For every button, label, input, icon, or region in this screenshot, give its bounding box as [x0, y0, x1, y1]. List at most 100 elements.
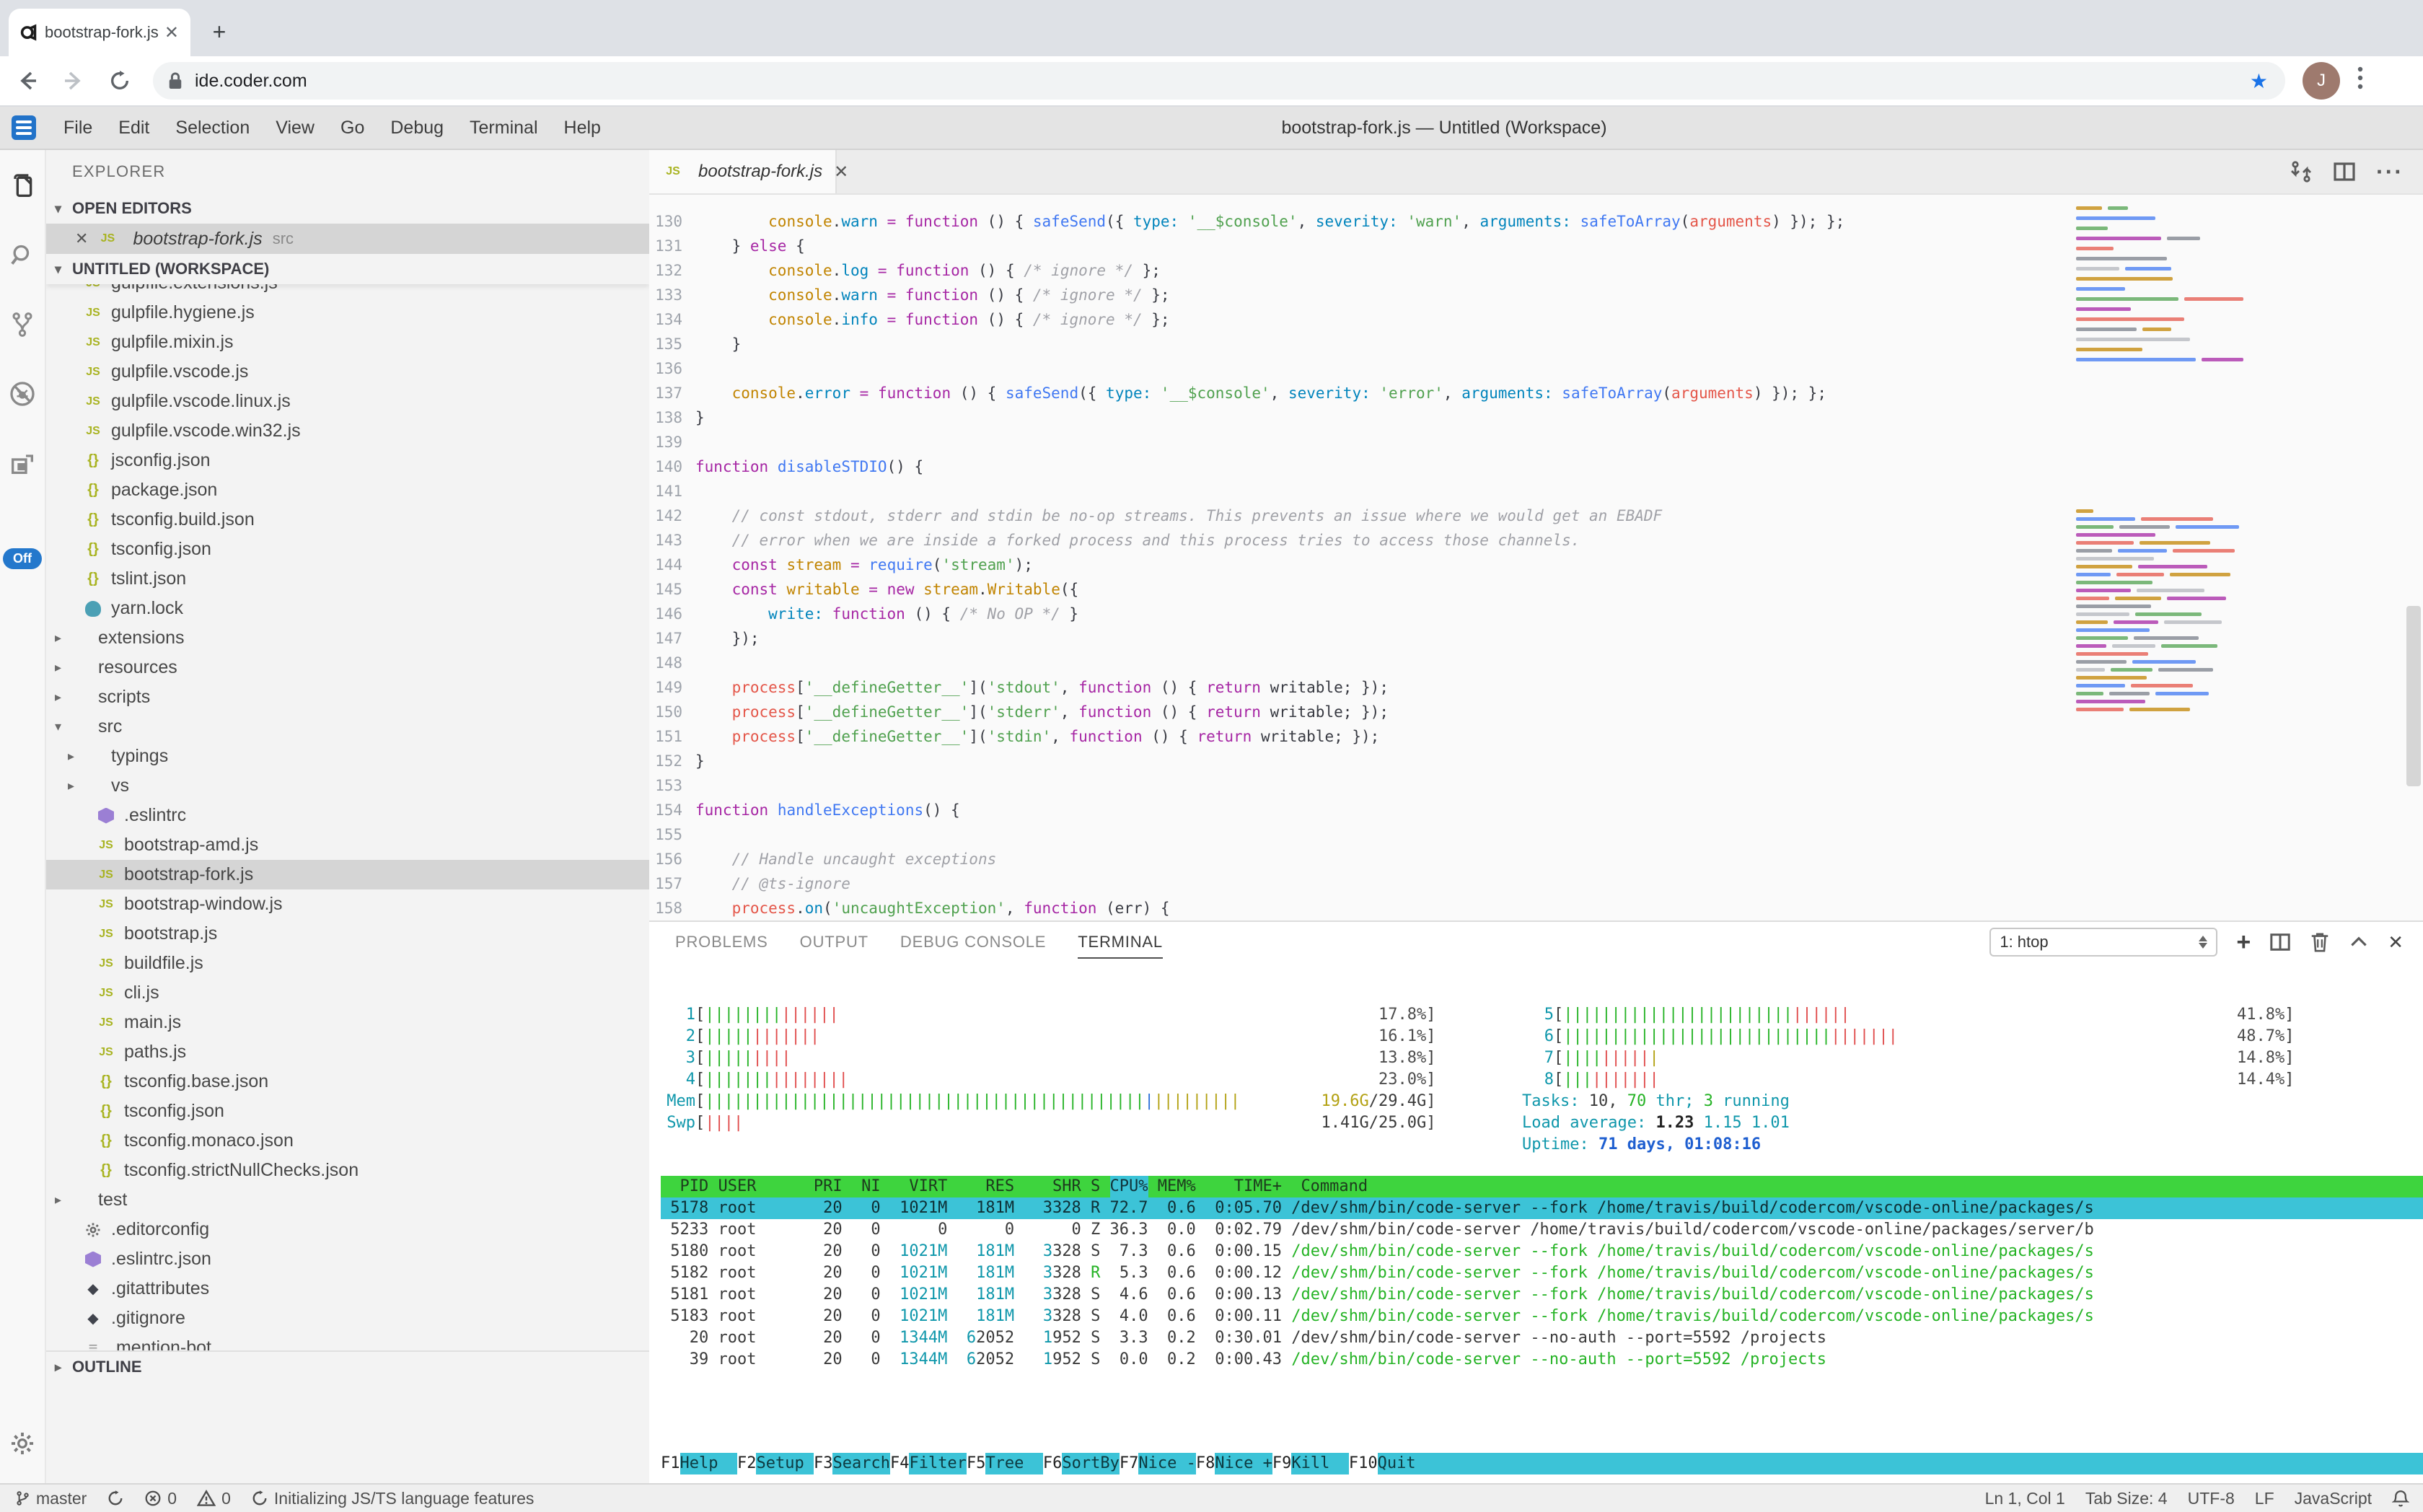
tree-item-tsconfig.build.json[interactable]: {} tsconfig.build.json [46, 505, 649, 535]
htop-process-row[interactable]: 39 root 20 0 1344M 62052 1952 S 0.0 0.2 … [661, 1350, 1826, 1368]
more-actions-icon[interactable]: ··· [2376, 158, 2404, 185]
tree-item-tsconfig.monaco.json[interactable]: {} tsconfig.monaco.json [46, 1126, 649, 1156]
open-editors-header[interactable]: ▾ OPEN EDITORS [46, 193, 649, 224]
tree-item-vs[interactable]: ▸ vs [46, 771, 649, 801]
explorer-icon[interactable] [6, 170, 38, 202]
htop-process-row[interactable]: 5178 root 20 0 1021M 181M 3328 R 72.7 0.… [661, 1197, 2423, 1219]
tree-item-main.js[interactable]: JS main.js [46, 1008, 649, 1037]
tree-item-gulpfile.vscode.win32.js[interactable]: JS gulpfile.vscode.win32.js [46, 416, 649, 446]
tree-item-bootstrap-window.js[interactable]: JS bootstrap-window.js [46, 889, 649, 919]
settings-gear-icon[interactable] [9, 1430, 36, 1463]
menu-edit[interactable]: Edit [118, 118, 150, 138]
terminal-selector[interactable]: 1: htop [1989, 928, 2218, 957]
status-ln-1-col-1[interactable]: Ln 1, Col 1 [1984, 1488, 2065, 1508]
tree-item-resources[interactable]: ▸ resources [46, 653, 649, 682]
tree-item-.eslintrc.json[interactable]: .eslintrc.json [46, 1244, 649, 1274]
tree-item-scripts[interactable]: ▸ scripts [46, 682, 649, 712]
menu-debug[interactable]: Debug [390, 118, 444, 138]
tree-item-cli.js[interactable]: JS cli.js [46, 978, 649, 1008]
source-control-icon[interactable] [6, 309, 38, 340]
status-tab-size-4[interactable]: Tab Size: 4 [2085, 1488, 2168, 1508]
tree-item-.gitattributes[interactable]: ◆ .gitattributes [46, 1274, 649, 1304]
split-editor-icon[interactable] [2333, 160, 2356, 183]
tree-item-.eslintrc[interactable]: .eslintrc [46, 801, 649, 830]
htop-table-header[interactable]: PID USER PRI NI VIRT RES SHR S CPU% MEM%… [661, 1176, 2423, 1197]
panel-tab-terminal[interactable]: TERMINAL [1078, 923, 1163, 962]
reload-icon[interactable] [101, 62, 138, 100]
tree-item-bootstrap-amd.js[interactable]: JS bootstrap-amd.js [46, 830, 649, 860]
app-logo-icon[interactable] [12, 115, 36, 140]
open-editor-item[interactable]: ✕ JS bootstrap-fork.js src [46, 224, 649, 254]
menu-selection[interactable]: Selection [175, 118, 250, 138]
htop-process-row[interactable]: 5180 root 20 0 1021M 181M 3328 S 7.3 0.6… [661, 1242, 2094, 1260]
status-javascript[interactable]: JavaScript [2294, 1488, 2372, 1508]
tree-item-gulpfile.extensions.js[interactable]: JS gulpfile.extensions.js [46, 284, 649, 298]
tree-item-gulpfile.hygiene.js[interactable]: JS gulpfile.hygiene.js [46, 298, 649, 328]
tree-item-tsconfig.base.json[interactable]: {} tsconfig.base.json [46, 1067, 649, 1096]
menu-help[interactable]: Help [563, 118, 601, 138]
forward-icon[interactable] [55, 62, 92, 100]
menu-file[interactable]: File [63, 118, 93, 138]
htop-process-row[interactable]: 20 root 20 0 1344M 62052 1952 S 3.3 0.2 … [661, 1329, 1826, 1347]
extensions-icon[interactable] [6, 447, 38, 479]
status-sync[interactable] [107, 1490, 124, 1507]
kill-terminal-trash-icon[interactable] [2310, 931, 2330, 953]
status-lf[interactable]: LF [2254, 1488, 2274, 1508]
htop-process-row[interactable]: 5181 root 20 0 1021M 181M 3328 S 4.6 0.6… [661, 1285, 2094, 1304]
new-terminal-icon[interactable]: + [2236, 928, 2251, 956]
status-0[interactable]: 0 [197, 1489, 231, 1508]
tree-item-typings[interactable]: ▸ typings [46, 742, 649, 771]
close-panel-icon[interactable]: ✕ [2388, 931, 2404, 953]
tree-item-extensions[interactable]: ▸ extensions [46, 623, 649, 653]
menu-go[interactable]: Go [340, 118, 365, 138]
status-initializing-js-ts-langu[interactable]: Initializing JS/TS language features [251, 1489, 534, 1508]
debug-disabled-icon[interactable] [6, 378, 38, 410]
tree-item-.editorconfig[interactable]: .editorconfig [46, 1215, 649, 1244]
tree-item-tsconfig.json[interactable]: {} tsconfig.json [46, 535, 649, 564]
tree-item-gulpfile.mixin.js[interactable]: JS gulpfile.mixin.js [46, 328, 649, 357]
open-changes-icon[interactable] [2290, 160, 2313, 183]
terminal-htop[interactable]: 1[|||||||||||||| 17.8%] 2[|||||||||||| 16.1… [649, 962, 2423, 1483]
minimap[interactable] [2070, 195, 2243, 920]
editor-scrollbar[interactable] [2406, 606, 2421, 786]
split-terminal-icon[interactable] [2269, 931, 2291, 953]
tab-close-icon[interactable]: ✕ [834, 162, 849, 182]
browser-avatar[interactable]: J [2303, 62, 2340, 100]
panel-tab-problems[interactable]: PROBLEMS [675, 933, 768, 951]
htop-process-row[interactable]: 5233 root 20 0 0 0 0 Z 36.3 0.0 0:02.79 … [661, 1221, 2094, 1239]
tree-item-.gitignore[interactable]: ◆ .gitignore [46, 1304, 649, 1333]
address-bar[interactable]: ide.coder.com ★ [153, 62, 2285, 100]
new-tab-button[interactable]: + [212, 18, 227, 45]
tree-item-bootstrap-fork.js[interactable]: JS bootstrap-fork.js [46, 860, 649, 889]
tree-item-src[interactable]: ▾ src [46, 712, 649, 742]
tree-item-yarn.lock[interactable]: yarn.lock [46, 594, 649, 623]
search-icon[interactable] [6, 239, 38, 271]
htop-process-row[interactable]: 5183 root 20 0 1021M 181M 3328 S 4.0 0.6… [661, 1307, 2094, 1325]
back-icon[interactable] [9, 62, 46, 100]
tab-close-icon[interactable]: ✕ [164, 22, 179, 43]
tree-item-paths.js[interactable]: JS paths.js [46, 1037, 649, 1067]
menu-terminal[interactable]: Terminal [470, 118, 538, 138]
tree-item-gulpfile.vscode.js[interactable]: JS gulpfile.vscode.js [46, 357, 649, 387]
maximize-panel-chevron-icon[interactable] [2349, 932, 2369, 952]
browser-tab[interactable]: bootstrap-fork.js — Untitled (W ✕ [9, 9, 190, 56]
panel-tab-debug-console[interactable]: DEBUG CONSOLE [900, 933, 1047, 951]
status-master[interactable]: master [14, 1489, 87, 1508]
bookmark-star-icon[interactable]: ★ [2249, 69, 2268, 92]
tree-item-bootstrap.js[interactable]: JS bootstrap.js [46, 919, 649, 949]
code-editor[interactable]: 130 console.warn = function () { safeSen… [649, 195, 2423, 920]
htop-process-row[interactable]: 5182 root 20 0 1021M 181M 3328 R 5.3 0.6… [661, 1264, 2094, 1282]
menu-view[interactable]: View [276, 118, 315, 138]
editor-tab-bootstrap-fork[interactable]: JS bootstrap-fork.js ✕ [649, 150, 848, 193]
workspace-header[interactable]: ▾ UNTITLED (WORKSPACE) [46, 254, 649, 284]
status-0[interactable]: 0 [144, 1489, 177, 1508]
panel-tab-output[interactable]: OUTPUT [799, 933, 869, 951]
status-bell[interactable] [2392, 1489, 2409, 1508]
tree-item-tsconfig.json[interactable]: {} tsconfig.json [46, 1096, 649, 1126]
htop-function-key-bar[interactable]: F1 Help F2 Setup F3 Search F4 Filter F5 Tree F6… [661, 1453, 2423, 1474]
status-utf-8[interactable]: UTF-8 [2187, 1488, 2235, 1508]
tree-item-buildfile.js[interactable]: JS buildfile.js [46, 949, 649, 978]
tree-item-package.json[interactable]: {} package.json [46, 475, 649, 505]
outline-header[interactable]: ▸ OUTLINE [46, 1350, 649, 1382]
tree-item-tsconfig.strictNullChecks.json[interactable]: {} tsconfig.strictNullChecks.json [46, 1156, 649, 1185]
